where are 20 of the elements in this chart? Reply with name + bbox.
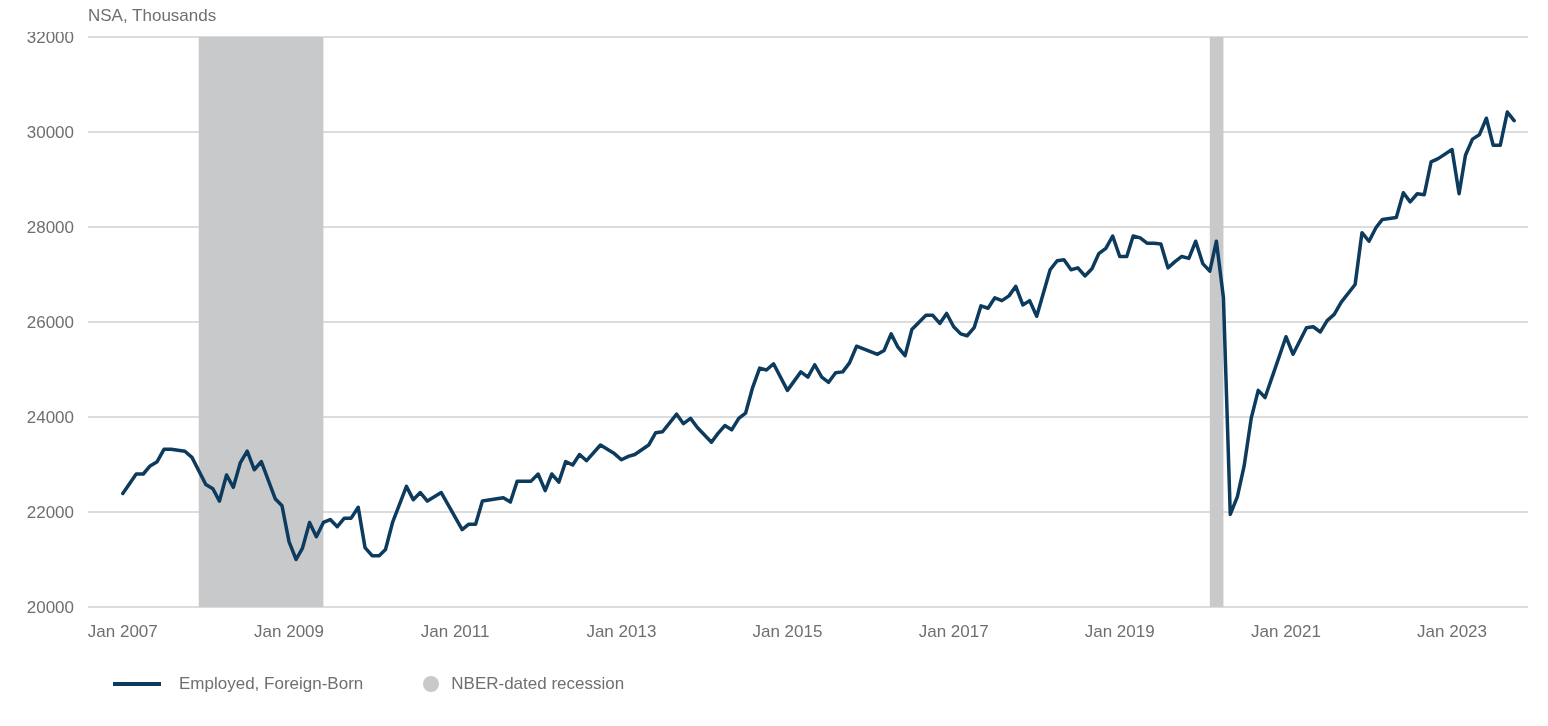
x-tick-label: Jan 2011 [420,622,490,642]
y-tick-label: 20000 [26,598,74,618]
line-series [121,110,1516,562]
legend-label: Employed, Foreign-Born [179,674,364,694]
y-tick-label: 26000 [26,313,74,333]
legend-label: NBER-dated recession [451,674,625,694]
y-axis-title: NSA, Thousands [88,6,217,26]
x-tick-label: Jan 2017 [918,622,989,642]
y-tick-label: 24000 [26,408,74,428]
x-tick-label: Jan 2013 [586,622,657,642]
y-tick-label: 28000 [26,218,74,238]
y-tick-label: 30000 [26,123,74,143]
x-tick-label: Jan 2019 [1084,622,1155,642]
x-tick-label: Jan 2021 [1251,622,1321,642]
x-tick-label: Jan 2007 [87,622,158,642]
x-tick-label: Jan 2009 [254,622,325,642]
y-tick-label: 22000 [26,503,74,523]
y-tick-label: 32000 [26,28,74,48]
x-tick-label: Jan 2015 [752,622,823,642]
x-tick-label: Jan 2023 [1417,622,1488,642]
